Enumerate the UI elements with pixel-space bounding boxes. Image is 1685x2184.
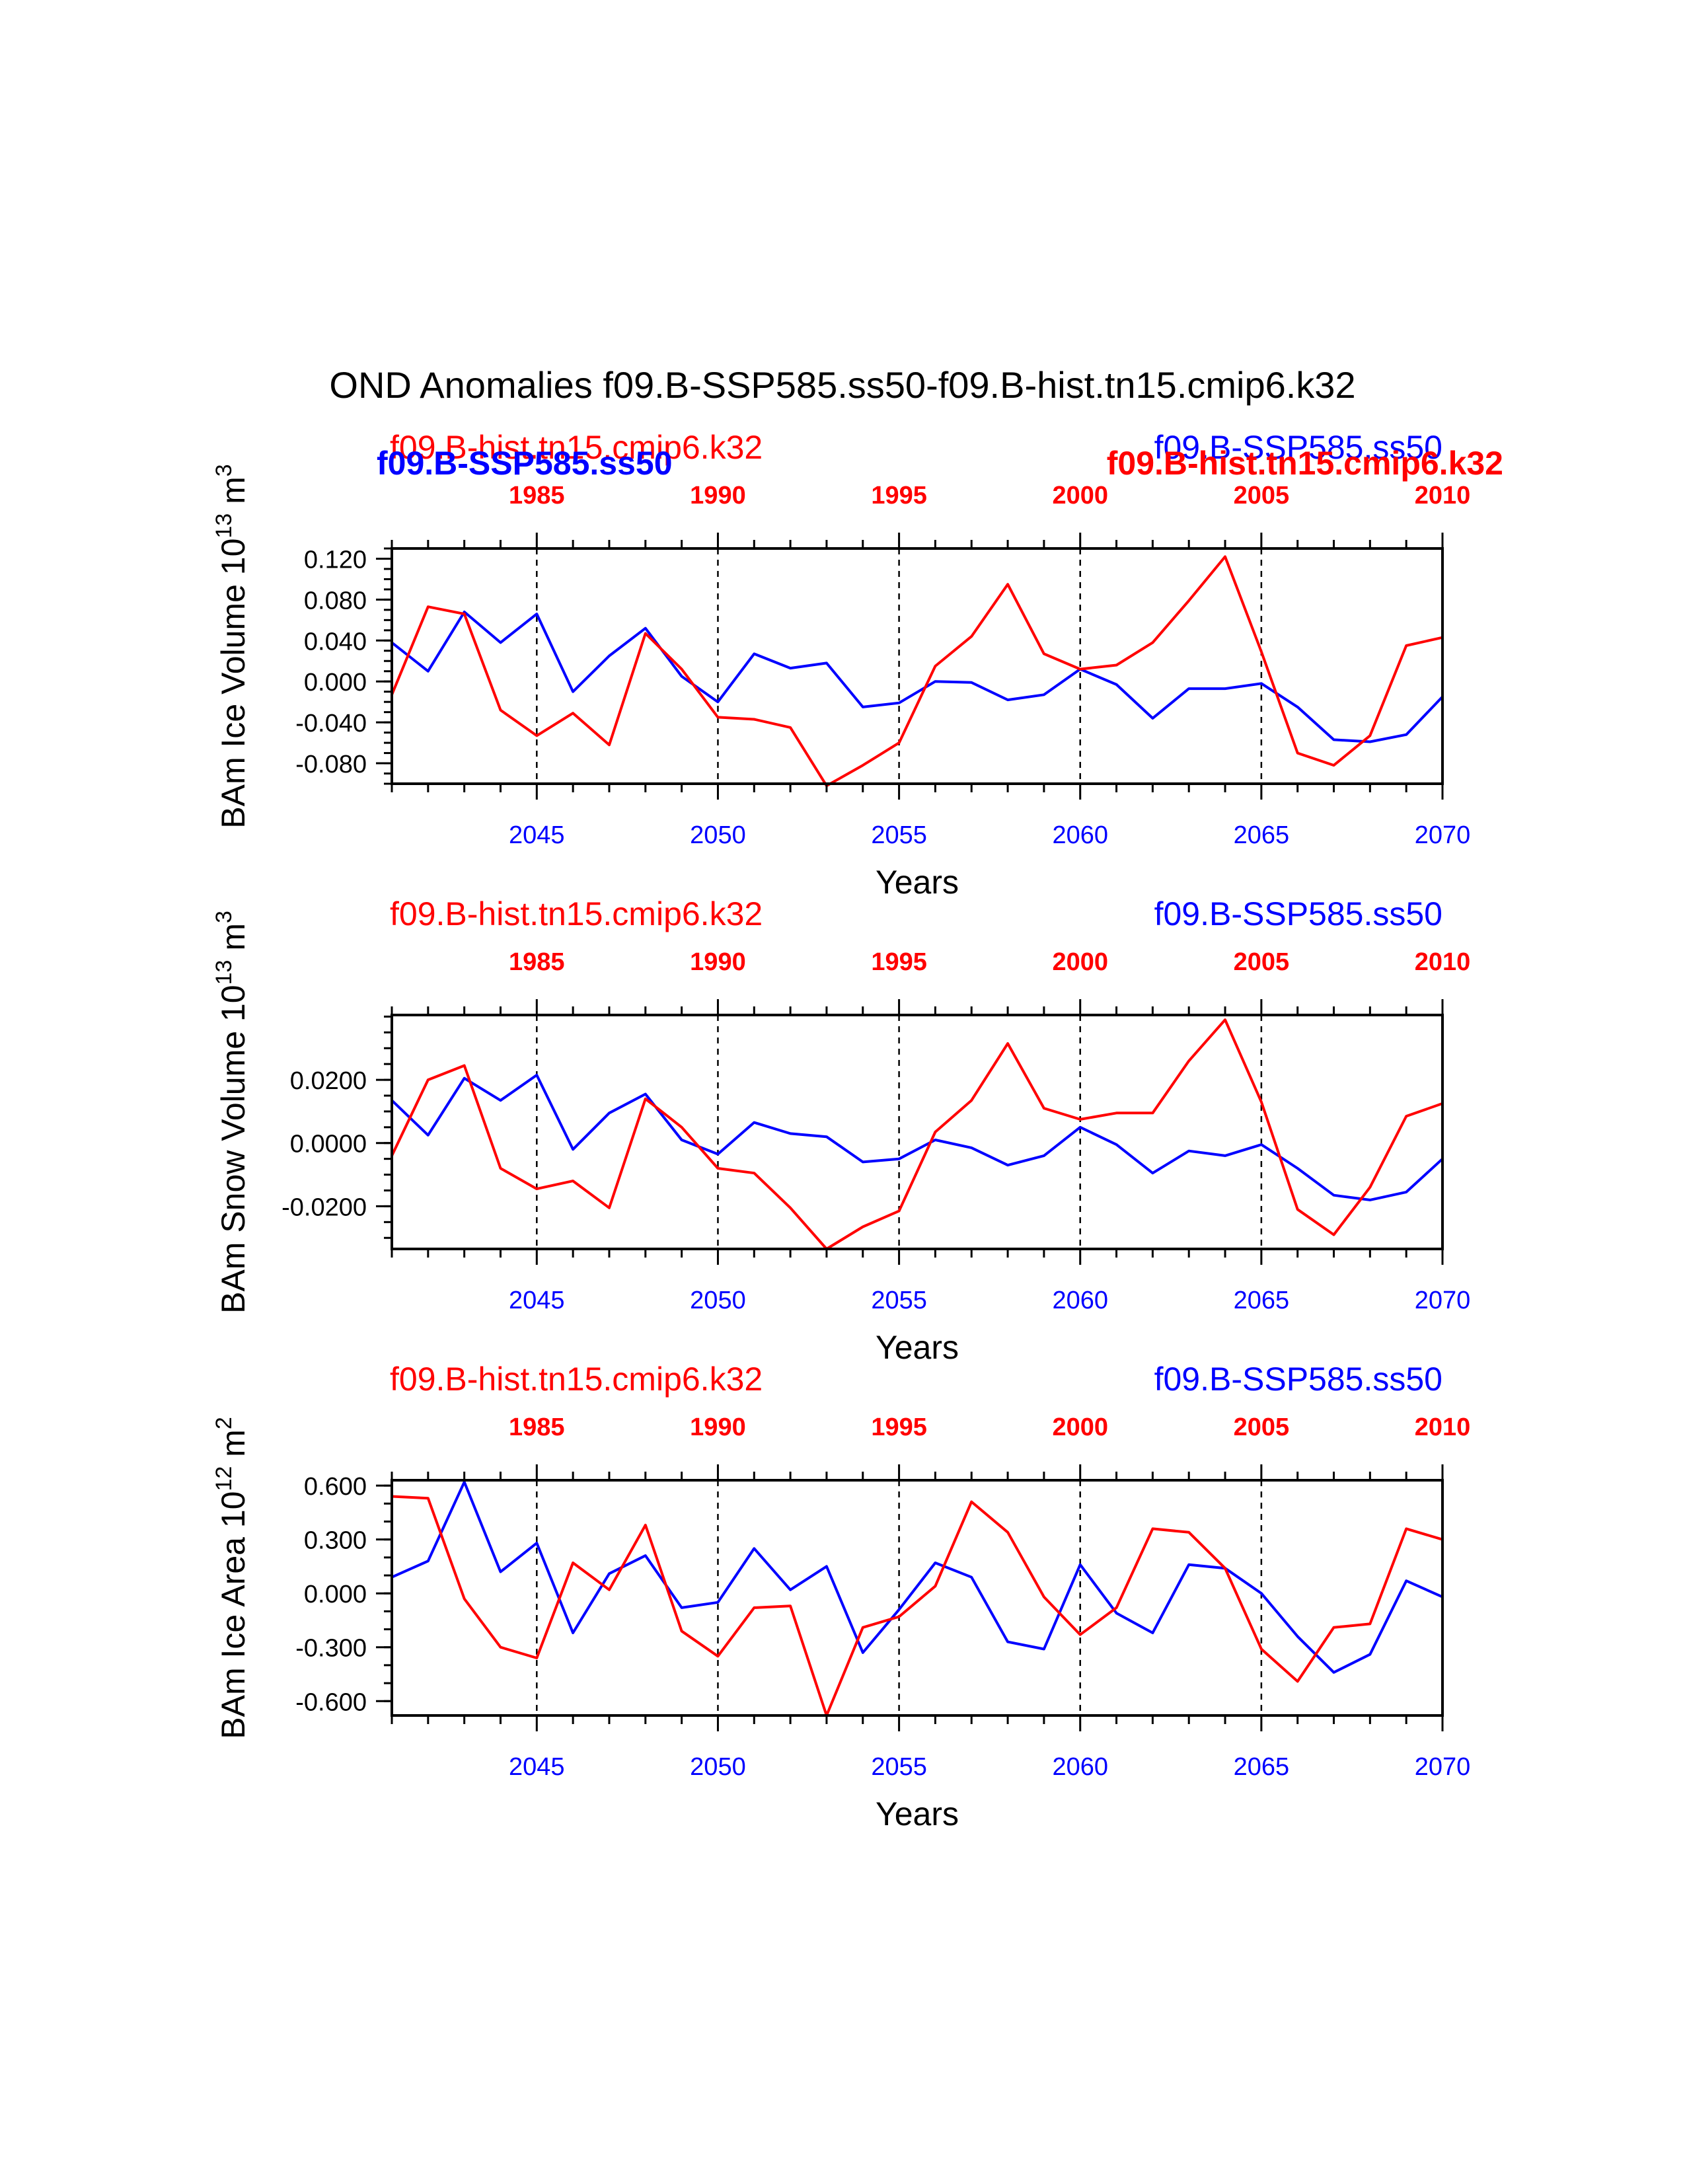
x-top-tick-label: 2000: [1052, 482, 1108, 509]
x-bottom-tick-label: 2060: [1052, 821, 1108, 849]
x-axis-title: Years: [876, 1795, 959, 1832]
x-bottom-tick-label: 2055: [871, 1753, 927, 1781]
x-axis-title: Years: [876, 1329, 959, 1366]
y-axis-title: BAm Snow Volume 1013 m3: [211, 911, 252, 1314]
chart-panel-3: 0.600 0.300 0.000 -0.300 -0.600 2045 2050 2055 2…: [211, 1361, 1470, 1832]
x-bottom-tick-label: 2050: [690, 821, 746, 849]
chart-panel-1: 0.120 0.080 0.040 0.000 -0.040 -0.080 2045 2050…: [211, 429, 1503, 901]
plot-frame: [391, 547, 1444, 785]
x-bottom-tick-label: 2045: [509, 1287, 565, 1314]
x-bottom-tick-label: 2065: [1234, 1753, 1290, 1781]
y-tick-label: 0.080: [304, 587, 367, 615]
x-bottom-tick-label: 2060: [1052, 1753, 1108, 1781]
y-tick-label: 0.000: [304, 669, 367, 697]
chart-panel-2: 0.0200 0.0000 -0.0200 2045 2050 2055 2060 2065 2…: [211, 895, 1470, 1366]
plot-frame: [391, 1479, 1444, 1717]
series-line-hist: [391, 1495, 1443, 1717]
plot-frame: [391, 1014, 1444, 1250]
x-top-tick-label: 1995: [871, 1413, 927, 1441]
experiment-label: f09.B-hist.tn15.cmip6.k32: [1107, 445, 1503, 482]
series-line-ssp585: [391, 1073, 1444, 1201]
y-tick-label: 0.600: [304, 1473, 367, 1501]
x-top-tick-label: 1995: [871, 948, 927, 976]
y-tick-label: 0.040: [304, 628, 367, 656]
x-bottom-tick-label: 2070: [1415, 1287, 1471, 1314]
x-top-tick-label: 1990: [690, 948, 746, 976]
y-tick-label: -0.040: [295, 710, 367, 737]
y-axis-title: BAm Ice Area 1012 m2: [211, 1417, 252, 1739]
x-top-tick-label: 2005: [1234, 1413, 1290, 1441]
x-top-tick-label: 2010: [1415, 482, 1471, 509]
series-line-ssp585: [391, 1480, 1443, 1674]
x-bottom-tick-label: 2055: [871, 821, 927, 849]
x-bottom-tick-label: 2050: [690, 1753, 746, 1781]
x-top-tick-label: 1985: [509, 1413, 565, 1441]
series-line-ssp585: [391, 611, 1444, 743]
x-top-tick-label: 1995: [871, 482, 927, 509]
x-top-tick-label: 2010: [1415, 1413, 1471, 1441]
y-axis-title: BAm Ice Volume 1013 m3: [211, 464, 252, 828]
x-top-tick-label: 1985: [509, 482, 565, 509]
x-bottom-tick-label: 2045: [509, 821, 565, 849]
x-bottom-tick-label: 2070: [1415, 1753, 1471, 1781]
x-bottom-tick-label: 2050: [690, 1287, 746, 1314]
x-top-tick-label: 1985: [509, 948, 565, 976]
y-tick-label: 0.0000: [290, 1131, 367, 1158]
experiment-label: f09.B-SSP585.ss50: [1154, 429, 1442, 466]
x-bottom-tick-label: 2065: [1234, 821, 1290, 849]
x-bottom-tick-label: 2045: [509, 1753, 565, 1781]
x-top-tick-label: 1990: [690, 1413, 746, 1441]
experiment-label: f09.B-SSP585.ss50: [1154, 1361, 1442, 1398]
x-axis-title: Years: [876, 864, 959, 901]
y-tick-label: -0.600: [295, 1688, 367, 1716]
y-tick-label: 0.300: [304, 1527, 367, 1555]
x-top-tick-label: 2005: [1234, 482, 1290, 509]
figure-title: OND Anomalies f09.B-SSP585.ss50-f09.B-hi…: [329, 364, 1355, 406]
x-top-tick-label: 2010: [1415, 948, 1471, 976]
x-bottom-tick-label: 2065: [1234, 1287, 1290, 1314]
experiment-label: f09.B-hist.tn15.cmip6.k32: [390, 429, 763, 466]
y-tick-label: -0.0200: [281, 1193, 367, 1221]
x-bottom-tick-label: 2070: [1415, 821, 1471, 849]
y-tick-label: 0.000: [304, 1581, 367, 1608]
experiment-label: f09.B-SSP585.ss50: [1154, 895, 1442, 932]
y-tick-label: 0.0200: [290, 1067, 367, 1095]
series-line-hist: [391, 1018, 1443, 1250]
x-top-tick-label: 2000: [1052, 1413, 1108, 1441]
experiment-label: f09.B-hist.tn15.cmip6.k32: [390, 1361, 763, 1398]
x-bottom-tick-label: 2060: [1052, 1287, 1108, 1314]
x-top-tick-label: 2005: [1234, 948, 1290, 976]
x-top-tick-label: 2000: [1052, 948, 1108, 976]
experiment-label: f09.B-SSP585.ss50: [377, 445, 673, 482]
y-tick-label: -0.080: [295, 751, 367, 778]
y-tick-label: -0.300: [295, 1635, 367, 1663]
experiment-label: f09.B-hist.tn15.cmip6.k32: [390, 895, 763, 932]
x-top-tick-label: 1990: [690, 482, 746, 509]
series-line-hist: [391, 555, 1443, 788]
x-bottom-tick-label: 2055: [871, 1287, 927, 1314]
y-tick-label: 0.120: [304, 546, 367, 574]
